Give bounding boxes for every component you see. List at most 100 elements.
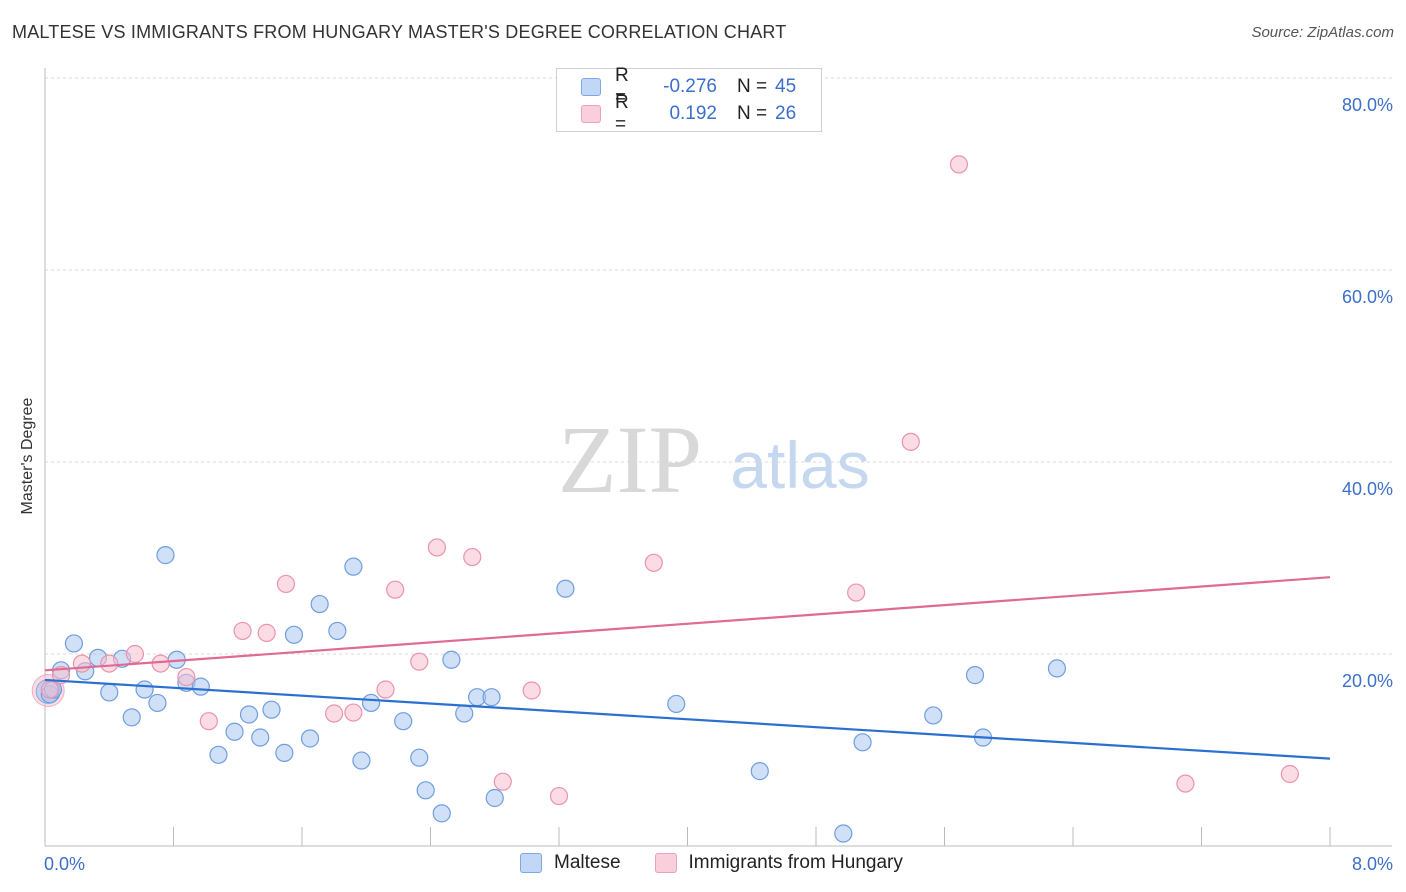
maltese-point xyxy=(853,733,872,752)
hungary-point xyxy=(386,580,405,599)
maltese-point xyxy=(239,705,259,724)
hungary-point xyxy=(847,583,866,602)
maltese-point xyxy=(284,625,304,644)
hungary-point xyxy=(276,574,296,594)
hungary-point xyxy=(463,547,482,567)
series-legend: Maltese Immigrants from Hungary xyxy=(520,852,937,874)
x-tick-label-min: 0.0% xyxy=(44,854,85,874)
hungary-point xyxy=(257,623,276,642)
maltese-point xyxy=(442,650,461,669)
y-tick-label: 80.0% xyxy=(1342,95,1393,115)
hungary-point xyxy=(125,644,145,664)
maltese-point xyxy=(209,745,228,764)
maltese-point xyxy=(64,634,84,653)
axes xyxy=(44,68,1392,847)
n-label: N = xyxy=(737,76,768,97)
maltese-point xyxy=(251,728,270,747)
maltese-point xyxy=(455,704,474,723)
hungary-point xyxy=(1280,764,1299,784)
maltese-point xyxy=(924,706,943,725)
hungary-n-value: 26 xyxy=(775,103,797,124)
maltese-point xyxy=(750,762,769,781)
maltese-point xyxy=(352,751,371,770)
maltese-trend-line xyxy=(44,678,1331,760)
hungary-point xyxy=(51,666,71,685)
hungary-point xyxy=(549,786,569,806)
watermark-atlas: atlas xyxy=(730,428,869,502)
hungary-point xyxy=(325,704,344,723)
hungary-point xyxy=(427,538,447,557)
hungary-trend-line xyxy=(44,576,1331,672)
trend-lines xyxy=(44,576,1331,760)
hungary-legend-swatch xyxy=(654,853,677,873)
maltese-point xyxy=(432,804,451,823)
maltese-point xyxy=(328,621,347,641)
maltese-legend-label: Maltese xyxy=(554,852,621,873)
hungary-legend-label: Immigrants from Hungary xyxy=(688,852,903,873)
r-label: R = xyxy=(615,92,629,135)
hungary-point xyxy=(410,652,429,671)
hungary-point xyxy=(72,654,92,673)
maltese-point xyxy=(1047,659,1067,678)
watermark: ZIP atlas xyxy=(558,406,870,513)
hungary-r-value: 0.192 xyxy=(669,103,717,124)
maltese-point xyxy=(410,748,429,767)
maltese-point xyxy=(275,743,294,762)
hungary-point xyxy=(233,621,252,641)
legend-row-maltese: R = -0.276 N = 45 xyxy=(581,65,796,108)
maltese-point xyxy=(361,693,381,713)
maltese-point xyxy=(122,708,141,727)
maltese-point xyxy=(485,788,504,808)
legend-item-hungary: Immigrants from Hungary xyxy=(654,852,903,874)
hungary-point xyxy=(901,432,920,451)
maltese-point xyxy=(100,683,119,702)
hungary-point xyxy=(644,553,663,572)
maltese-point xyxy=(556,579,575,598)
maltese-point xyxy=(262,700,281,719)
maltese-point xyxy=(148,693,167,713)
hungary-point xyxy=(522,681,541,700)
hungary-point xyxy=(199,712,218,731)
watermark-zip: ZIP xyxy=(558,406,702,513)
source-label: Source: ZipAtlas.com xyxy=(1251,24,1394,41)
maltese-point xyxy=(834,824,853,843)
maltese-point xyxy=(191,677,210,696)
legend-item-maltese: Maltese xyxy=(520,852,621,874)
y-tick-label: 60.0% xyxy=(1342,287,1393,307)
maltese-point xyxy=(156,546,175,565)
hungary-swatch xyxy=(581,105,601,123)
hungary-point xyxy=(949,155,969,174)
y-tick-label: 40.0% xyxy=(1342,479,1393,499)
x-tick-label-max: 8.0% xyxy=(1352,854,1393,874)
maltese-legend-swatch xyxy=(520,853,542,873)
maltese-point xyxy=(310,594,329,614)
maltese-point xyxy=(965,666,985,685)
hungary-point xyxy=(151,654,170,673)
maltese-point xyxy=(482,688,501,707)
maltese-point xyxy=(344,557,363,576)
y-tick-label: 20.0% xyxy=(1342,671,1393,691)
hungary-point xyxy=(100,654,119,673)
maltese-r-value: -0.276 xyxy=(663,76,717,97)
hungary-point xyxy=(1176,774,1195,793)
hungary-point xyxy=(493,772,512,791)
data-points xyxy=(31,155,1299,843)
legend-row-hungary: R = 0.192 N = 26 xyxy=(581,92,797,135)
chart-title: MALTESE VS IMMIGRANTS FROM HUNGARY MASTE… xyxy=(12,22,787,42)
maltese-swatch xyxy=(581,78,601,96)
maltese-point xyxy=(394,712,413,731)
tick-labels: 20.0% 40.0% 60.0% 80.0% 0.0% 8.0% xyxy=(44,95,1393,874)
hungary-point xyxy=(40,680,59,699)
hungary-point xyxy=(177,667,196,687)
maltese-point xyxy=(135,680,154,699)
hungary-point xyxy=(376,680,395,699)
correlation-legend: R = -0.276 N = 45 R = 0.192 N = 26 xyxy=(556,65,822,135)
maltese-point xyxy=(667,694,686,714)
grid-lines xyxy=(45,77,1392,655)
maltese-point xyxy=(300,729,320,748)
r-label: R = xyxy=(615,65,629,108)
maltese-point xyxy=(416,781,435,800)
n-label: N = xyxy=(737,103,768,124)
hungary-point xyxy=(344,703,363,722)
